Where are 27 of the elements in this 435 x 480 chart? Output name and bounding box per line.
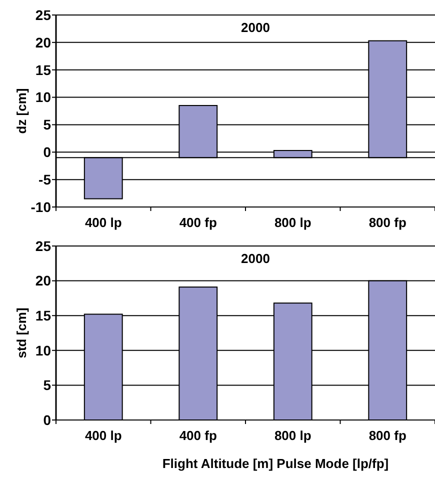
x-tick-label: 400 lp [84,215,122,230]
y-axis-title: dz [cm] [14,88,29,134]
x-tick-label: 400 fp [179,428,217,443]
y-tick-label: 5 [43,116,52,133]
x-axis-title: Flight Altitude [m] Pulse Mode [lp/fp] [162,456,389,471]
y-tick-label: 5 [43,377,52,394]
x-tick-label: 800 fp [368,215,406,230]
x-tick-label: 800 lp [274,428,312,443]
y-tick-label: 20 [35,34,52,50]
y-tick-label: 0 [43,144,52,160]
chart-title: 2000 [241,251,270,266]
y-tick-label: 10 [35,342,52,358]
y-tick-label: 25 [35,238,52,254]
y-tick-label: 15 [35,62,52,78]
x-tick-label: 400 lp [84,428,122,443]
y-tick-label: 25 [35,6,52,23]
y-tick-label: 0 [43,412,52,428]
x-tick-label: 800 lp [274,215,312,230]
y-tick-label: 10 [35,89,52,106]
y-tick-label: -5 [38,171,52,188]
x-tick-label: 800 fp [368,428,406,443]
y-tick-label: -10 [30,198,52,215]
x-tick-label: 400 fp [179,215,217,230]
chart-title: 2000 [241,20,270,35]
y-axis-title: std [cm] [14,308,29,358]
y-tick-label: 15 [35,308,52,324]
y-tick-label: 20 [35,272,52,289]
